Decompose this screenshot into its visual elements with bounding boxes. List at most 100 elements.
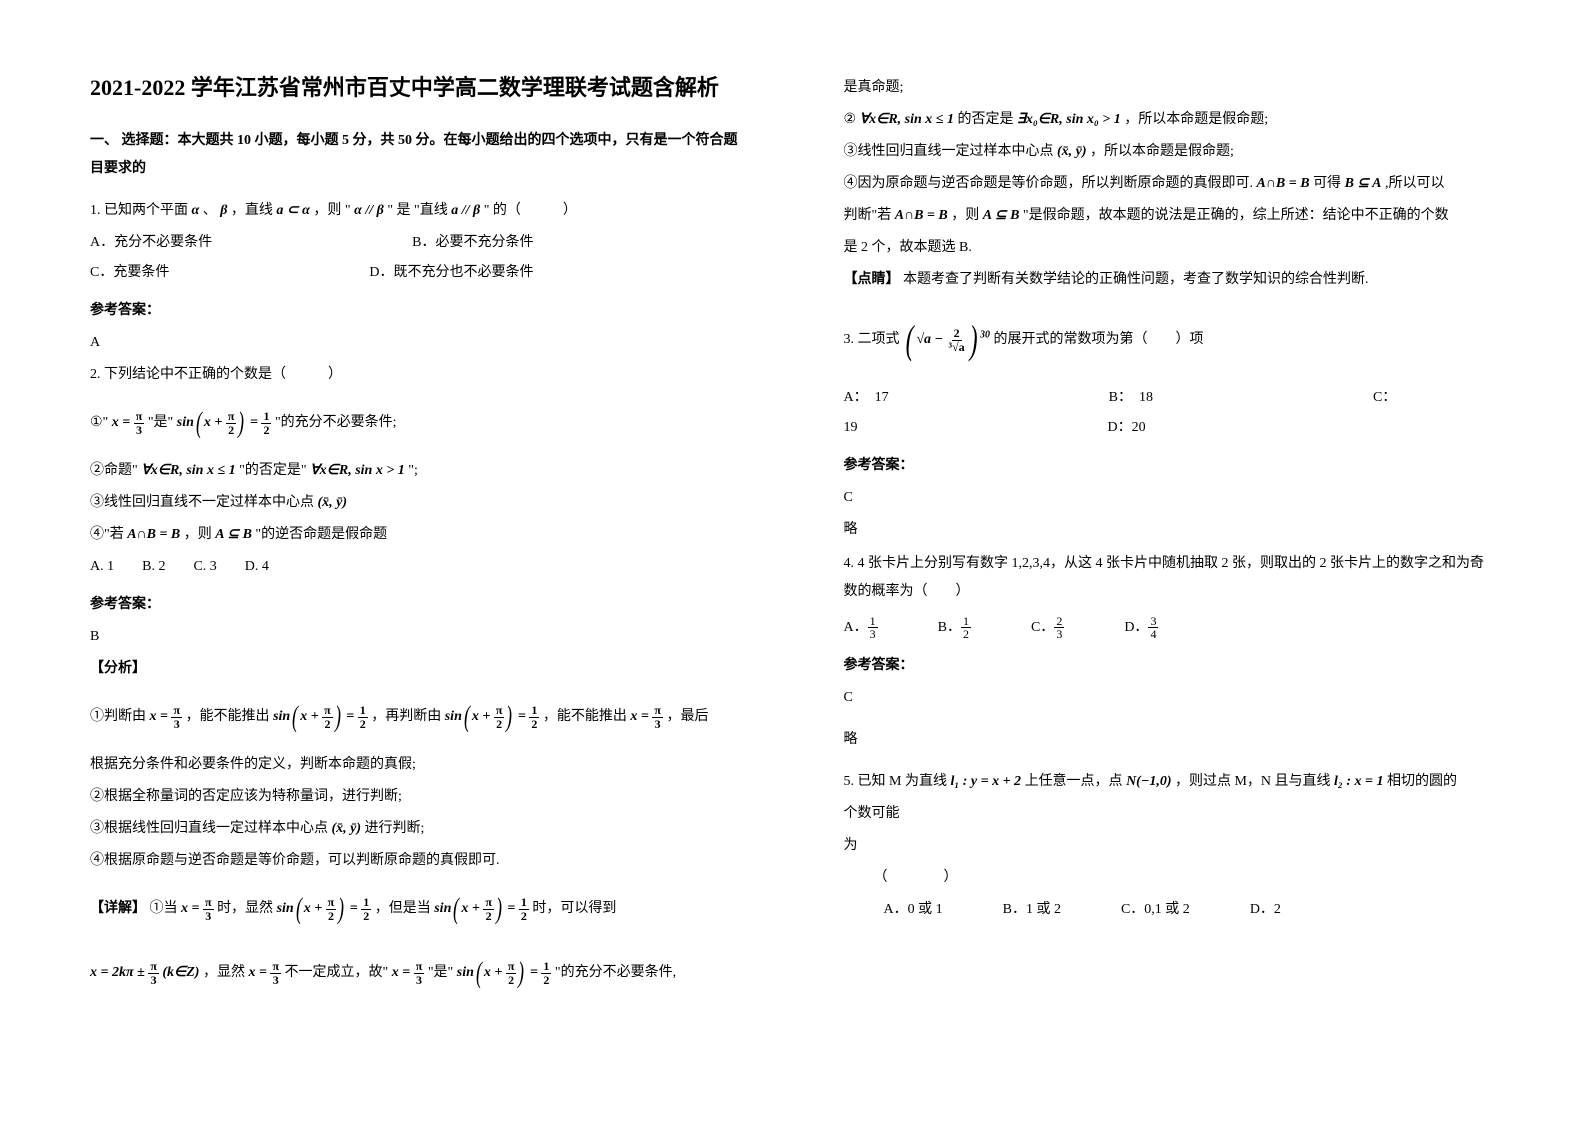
- c2-all: ∀x∈R, sin x ≤ 1: [141, 463, 235, 478]
- det-xpi3d: x = π3: [392, 965, 425, 980]
- ana1a: ①判断由: [90, 709, 146, 724]
- det-2kpi: x = 2kπ ± π3 (k∈Z): [90, 965, 199, 980]
- ana-x-pi3: x = π3: [150, 709, 183, 724]
- left-column: 2021-2022 学年江苏省常州市百丈中学高二数学理联考试题含解析 一、 选择…: [0, 0, 794, 1122]
- c2b: "的否定是": [239, 463, 306, 478]
- answer-label-2: 参考答案：: [90, 591, 744, 619]
- q4-option-b: B．12: [938, 614, 971, 642]
- det2d: 不一定成立，故": [285, 965, 389, 980]
- r5: 判断"若 A∩B = B ，则 A ⊆ B "是假命题，故本题的说法是正确的，综…: [844, 202, 1498, 230]
- r4b: 可得: [1313, 176, 1341, 191]
- det2c: ，显然: [203, 965, 245, 980]
- r2b: 的否定是: [957, 112, 1013, 127]
- r6: 是 2 个，故本题选 B.: [844, 234, 1498, 262]
- q5a: 5. 已知 M 为直线: [844, 774, 947, 789]
- xybar-1: (x̄, ȳ): [318, 495, 348, 510]
- beta-symbol: β: [220, 203, 227, 218]
- r2a: ②: [844, 112, 857, 127]
- det-sin2: sin(x + π2) = 12: [434, 901, 529, 916]
- det-x-pi3: x = π3: [181, 901, 214, 916]
- c1a: ①": [90, 415, 108, 430]
- q3-option-b: B： 18: [1109, 384, 1153, 412]
- xybar-3: (x̄, ȳ): [1057, 144, 1087, 159]
- q2-options: A. 1 B. 2 C. 3 D. 4: [90, 553, 744, 581]
- q3-binom: (√a − 2³√a)30: [903, 332, 994, 347]
- a-line-par-beta: a // β: [451, 203, 480, 218]
- q4-option-d: D．34: [1124, 614, 1158, 642]
- q4-answer: C: [844, 684, 1498, 712]
- det1b: 时，显然: [217, 901, 273, 916]
- x-eq-pi3: x = π3: [112, 415, 148, 430]
- q5d: 相切的圆的: [1387, 774, 1457, 789]
- q1-text-d: " 是 "直线: [387, 203, 447, 218]
- det2: x = 2kπ ± π3 (k∈Z) ，显然 x = π3 不一定成立，故" x…: [90, 943, 744, 1003]
- q3-text-b: 的展开式的常数项为第（ ）项: [994, 332, 1204, 347]
- c2a: ②命题": [90, 463, 138, 478]
- sin-expr: sin(x + π2) = 12: [177, 415, 275, 430]
- q1-option-b: B．必要不充分条件: [412, 229, 533, 257]
- q1-option-a: A．充分不必要条件: [90, 229, 212, 257]
- q1-option-d: D．既不充分也不必要条件: [369, 259, 533, 287]
- answer-label-4: 参考答案：: [844, 652, 1498, 680]
- xybar-2: (x̄, ȳ): [332, 821, 362, 836]
- r4c: ,所以可以: [1385, 176, 1445, 191]
- section-1-heading: 一、 选择题：本大题共 10 小题，每小题 5 分，共 50 分。在每小题给出的…: [90, 127, 744, 183]
- q3-stem: 3. 二项式 (√a − 2³√a)30 的展开式的常数项为第（ ）项: [844, 300, 1498, 380]
- ana4: ③根据线性回归直线一定过样本中心点 (x̄, ȳ) 进行判断;: [90, 815, 744, 843]
- q3-text-a: 3. 二项式: [844, 332, 900, 347]
- q1-option-c: C．充要条件: [90, 259, 169, 287]
- ana1e: ，最后: [666, 709, 708, 724]
- q2-cond2: ②命题" ∀x∈R, sin x ≤ 1 "的否定是" ∀x∈R, sin x …: [90, 457, 744, 485]
- q5-n: N(−1,0): [1126, 774, 1171, 789]
- analysis-label: 【分析】: [90, 655, 744, 683]
- q3-option-c2: 19: [844, 414, 858, 442]
- q5-option-a: A．0 或 1: [884, 896, 943, 924]
- r5b: ，则: [951, 208, 979, 223]
- q5-option-c: C．0,1 或 2: [1121, 896, 1190, 924]
- q4-options: A．13 B．12 C．23 D．34: [844, 614, 1498, 642]
- q3-answer: C: [844, 484, 1498, 512]
- q2-answer: B: [90, 623, 744, 651]
- page-title: 2021-2022 学年江苏省常州市百丈中学高二数学理联考试题含解析: [90, 70, 744, 105]
- q2-stem: 2. 下列结论中不正确的个数是（ ）: [90, 361, 744, 389]
- q1-text-b: ，直线: [231, 203, 273, 218]
- r4a: ④因为原命题与逆否命题是等价命题，所以判断原命题的真假即可.: [844, 176, 1254, 191]
- ana1b: ，能不能推出: [186, 709, 270, 724]
- q4-stem: 4. 4 张卡片上分别写有数字 1,2,3,4，从这 4 张卡片中随机抽取 2 …: [844, 550, 1498, 606]
- q5-options: A．0 或 1 B．1 或 2 C．0,1 或 2 D．2: [844, 896, 1498, 924]
- q2-cond4: ④"若 A∩B = B ，则 A ⊆ B "的逆否命题是假命题: [90, 521, 744, 549]
- q3-option-c: C：: [1373, 384, 1396, 412]
- q3-option-a: A： 17: [844, 384, 889, 412]
- c4e: "的逆否命题是假命题: [255, 527, 387, 542]
- det2e: "是": [428, 965, 453, 980]
- q1-options-row1: A．充分不必要条件 B．必要不充分条件: [90, 229, 744, 257]
- alpha-symbol: α: [192, 203, 200, 218]
- q5-option-d: D．2: [1250, 896, 1281, 924]
- q5b: 上任意一点，点: [1025, 774, 1123, 789]
- q2-cond1: ①" x = π3 "是" sin(x + π2) = 12 "的充分不必要条件…: [90, 393, 744, 453]
- q4-option-a: A．13: [844, 614, 878, 642]
- c4-asubb: A ⊆ B: [215, 527, 252, 542]
- q3-short: 略: [844, 516, 1498, 544]
- r3a: ③线性回归直线一定过样本中心点: [844, 144, 1054, 159]
- q5c: ，则过点 M，N 且与直线: [1175, 774, 1331, 789]
- c1b: "是": [148, 415, 173, 430]
- ana4a: ③根据线性回归直线一定过样本中心点: [90, 821, 328, 836]
- q5-blank: （ ）: [844, 864, 1498, 892]
- ana-sin2: sin(x + π2) = 12: [445, 709, 540, 724]
- q4-option-c: C．23: [1031, 614, 1064, 642]
- q3-options-row1: A： 17 B： 18 C：: [844, 384, 1498, 412]
- q5f: 为: [844, 832, 1498, 860]
- q4-short: 略: [844, 726, 1498, 754]
- q1-text-a: 1. 已知两个平面: [90, 203, 188, 218]
- q3-options-row2: 19 D：20: [844, 414, 1498, 442]
- r3b: ，所以本命题是假命题;: [1090, 144, 1234, 159]
- q1-answer: A: [90, 329, 744, 357]
- det2f: "的充分不必要条件,: [555, 965, 676, 980]
- det1c: ，但是当: [375, 901, 431, 916]
- det1: 【详解】 ①当 x = π3 时，显然 sin(x + π2) = 12 ，但是…: [90, 879, 744, 939]
- q1-text-c: ，则 ": [313, 203, 350, 218]
- r1: 是真命题;: [844, 74, 1498, 102]
- c4a: ④"若: [90, 527, 124, 542]
- ana1c: ，再判断由: [371, 709, 441, 724]
